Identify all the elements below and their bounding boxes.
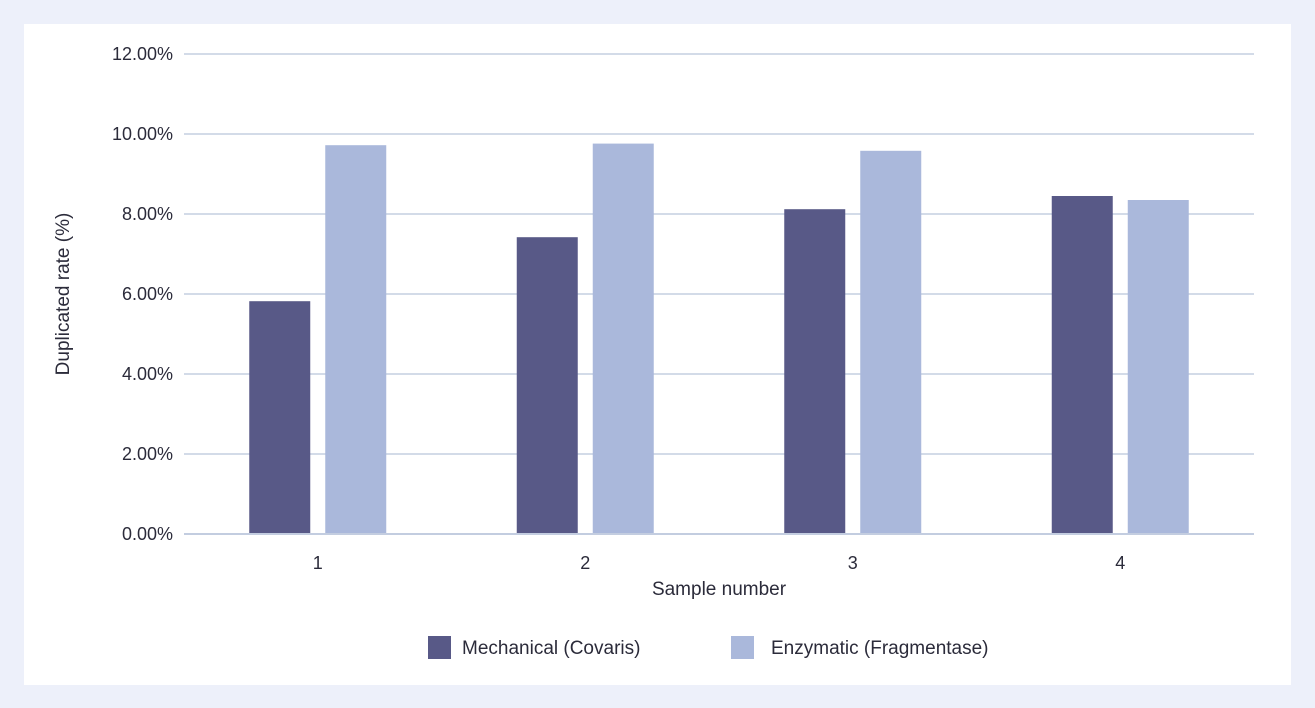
legend-swatch	[731, 636, 754, 659]
y-tick-label: 4.00%	[122, 364, 173, 384]
legend: Mechanical (Covaris) Enzymatic (Fragmenta…	[428, 636, 989, 659]
y-axis-ticks: 0.00% 2.00% 4.00% 6.00% 8.00% 10.00% 12.00%	[112, 44, 173, 544]
legend-label: Mechanical (Covaris)	[462, 638, 640, 659]
y-tick-label: 2.00%	[122, 444, 173, 464]
y-tick-label: 0.00%	[122, 524, 173, 544]
x-axis-ticks: 1 2 3 4	[313, 553, 1126, 573]
y-tick-label: 6.00%	[122, 284, 173, 304]
x-tick-label: 3	[848, 553, 858, 573]
legend-swatch	[428, 636, 451, 659]
y-tick-label: 10.00%	[112, 124, 173, 144]
x-axis-title: Sample number	[652, 579, 787, 600]
bar-mechanical-3	[784, 209, 846, 534]
bar-enzymatic-4	[1127, 200, 1189, 534]
bar-mechanical-1	[249, 301, 311, 534]
y-tick-label: 12.00%	[112, 44, 173, 64]
x-tick-label: 4	[1115, 553, 1125, 573]
y-axis-title: Duplicated rate (%)	[53, 213, 74, 376]
bar-enzymatic-2	[592, 143, 654, 534]
bars	[249, 143, 1189, 535]
legend-label: Enzymatic (Fragmentase)	[771, 638, 989, 659]
bar-chart: 0.00% 2.00% 4.00% 6.00% 8.00% 10.00% 12.00% 1 2…	[53, 44, 1254, 659]
x-tick-label: 1	[313, 553, 323, 573]
bar-enzymatic-1	[325, 145, 387, 534]
bar-enzymatic-3	[860, 150, 922, 535]
y-tick-label: 8.00%	[122, 204, 173, 224]
bar-mechanical-2	[516, 237, 578, 534]
bar-mechanical-4	[1051, 196, 1113, 534]
chart-frame: 0.00% 2.00% 4.00% 6.00% 8.00% 10.00% 12.00% 1 2…	[24, 24, 1291, 685]
x-tick-label: 2	[580, 553, 590, 573]
